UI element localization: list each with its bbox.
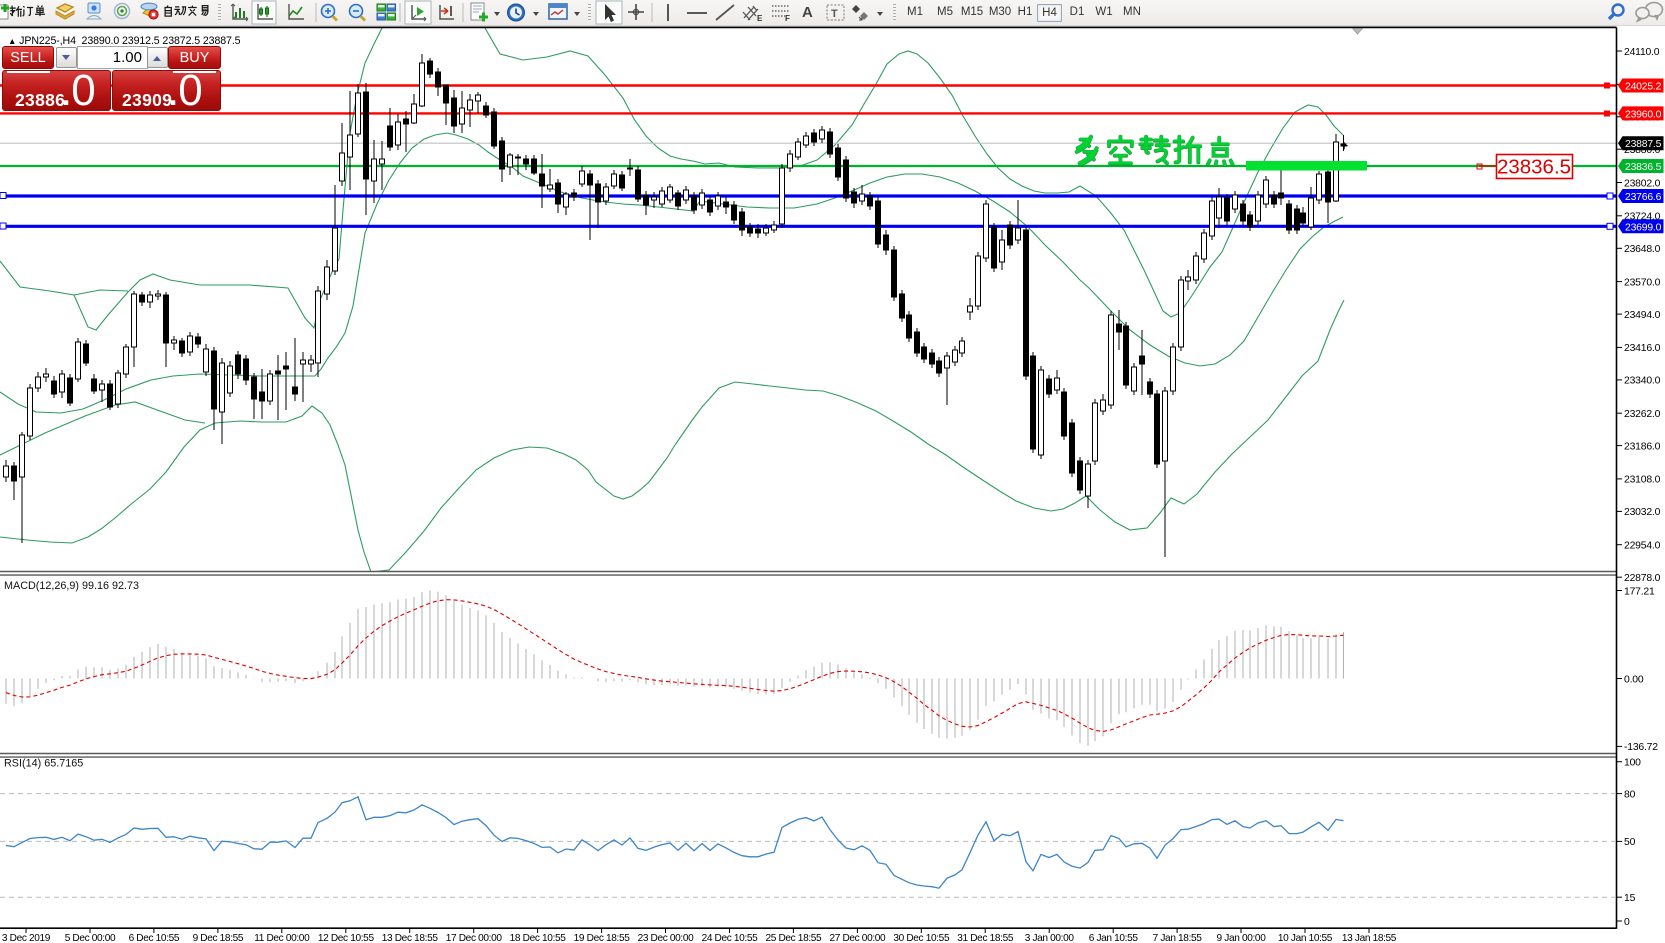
svg-text:23416.0: 23416.0 xyxy=(1624,343,1661,354)
svg-text:15: 15 xyxy=(1624,893,1636,904)
svg-text:F: F xyxy=(785,14,790,23)
svg-text:25 Dec 18:55: 25 Dec 18:55 xyxy=(765,933,822,943)
svg-text:13 Dec 18:55: 13 Dec 18:55 xyxy=(382,933,439,943)
svg-text:0.00: 0.00 xyxy=(1624,674,1644,685)
svg-text:80: 80 xyxy=(1624,789,1636,800)
svg-text:5 Dec 00:00: 5 Dec 00:00 xyxy=(65,933,116,943)
svg-text:9 Dec 18:55: 9 Dec 18:55 xyxy=(193,933,244,943)
svg-text:MACD(12,26,9) 99.16 92.73: MACD(12,26,9) 99.16 92.73 xyxy=(4,580,139,592)
svg-text:22954.0: 22954.0 xyxy=(1624,541,1661,552)
svg-text:50: 50 xyxy=(1624,837,1636,848)
svg-text:23802.0: 23802.0 xyxy=(1624,178,1661,189)
svg-text:3 Jan 00:00: 3 Jan 00:00 xyxy=(1025,933,1075,943)
svg-text:17 Dec 00:00: 17 Dec 00:00 xyxy=(446,933,503,943)
svg-text:22878.0: 22878.0 xyxy=(1624,573,1661,584)
svg-text:23724.0: 23724.0 xyxy=(1624,212,1661,223)
svg-text:3 Dec 2019: 3 Dec 2019 xyxy=(2,933,51,943)
svg-text:10 Jan 10:55: 10 Jan 10:55 xyxy=(1278,933,1333,943)
svg-text:6 Jan 10:55: 6 Jan 10:55 xyxy=(1089,933,1139,943)
svg-text:E: E xyxy=(757,14,763,23)
svg-text:23836.5: 23836.5 xyxy=(1625,162,1662,173)
svg-text:12 Dec 10:55: 12 Dec 10:55 xyxy=(318,933,375,943)
svg-text:24110.0: 24110.0 xyxy=(1624,47,1660,58)
svg-text:18 Dec 10:55: 18 Dec 10:55 xyxy=(510,933,567,943)
svg-text:23766.6: 23766.6 xyxy=(1625,192,1662,203)
svg-text:100: 100 xyxy=(1624,758,1641,769)
svg-text:23570.0: 23570.0 xyxy=(1624,277,1661,288)
svg-text:23108.0: 23108.0 xyxy=(1624,475,1661,486)
svg-text:23836.5: 23836.5 xyxy=(1497,156,1571,179)
svg-text:11 Dec 00:00: 11 Dec 00:00 xyxy=(254,933,310,943)
svg-text:9 Jan 00:00: 9 Jan 00:00 xyxy=(1217,933,1267,943)
svg-text:30 Dec 10:55: 30 Dec 10:55 xyxy=(893,933,950,943)
svg-text:A: A xyxy=(802,4,813,21)
svg-text:23648.0: 23648.0 xyxy=(1624,244,1661,255)
svg-text:24 Dec 10:55: 24 Dec 10:55 xyxy=(702,933,759,943)
svg-text:23960.0: 23960.0 xyxy=(1625,109,1662,120)
svg-text:23494.0: 23494.0 xyxy=(1624,310,1661,321)
svg-text:6 Dec 10:55: 6 Dec 10:55 xyxy=(129,933,180,943)
svg-text:23699.0: 23699.0 xyxy=(1625,222,1662,233)
svg-text:19 Dec 18:55: 19 Dec 18:55 xyxy=(574,933,631,943)
svg-text:23 Dec 00:00: 23 Dec 00:00 xyxy=(638,933,695,943)
svg-text:13 Jan 18:55: 13 Jan 18:55 xyxy=(1342,933,1397,943)
svg-text:RSI(14) 65.7165: RSI(14) 65.7165 xyxy=(4,758,83,770)
svg-text:0: 0 xyxy=(1624,917,1630,928)
svg-text:27 Dec 00:00: 27 Dec 00:00 xyxy=(829,933,886,943)
svg-text:31 Dec 18:55: 31 Dec 18:55 xyxy=(957,933,1014,943)
svg-text:23340.0: 23340.0 xyxy=(1624,376,1661,387)
svg-text:24025.2: 24025.2 xyxy=(1625,82,1662,93)
svg-text:23887.5: 23887.5 xyxy=(1625,139,1662,150)
svg-text:177.21: 177.21 xyxy=(1624,586,1655,597)
svg-text:-136.72: -136.72 xyxy=(1624,742,1658,753)
svg-text:23186.0: 23186.0 xyxy=(1624,441,1661,452)
svg-text:23032.0: 23032.0 xyxy=(1624,507,1661,518)
svg-text:T: T xyxy=(831,8,838,20)
svg-text:23262.0: 23262.0 xyxy=(1624,409,1661,420)
svg-text:7 Jan 18:55: 7 Jan 18:55 xyxy=(1153,933,1203,943)
svg-text:23880.0: 23880.0 xyxy=(1624,145,1661,156)
